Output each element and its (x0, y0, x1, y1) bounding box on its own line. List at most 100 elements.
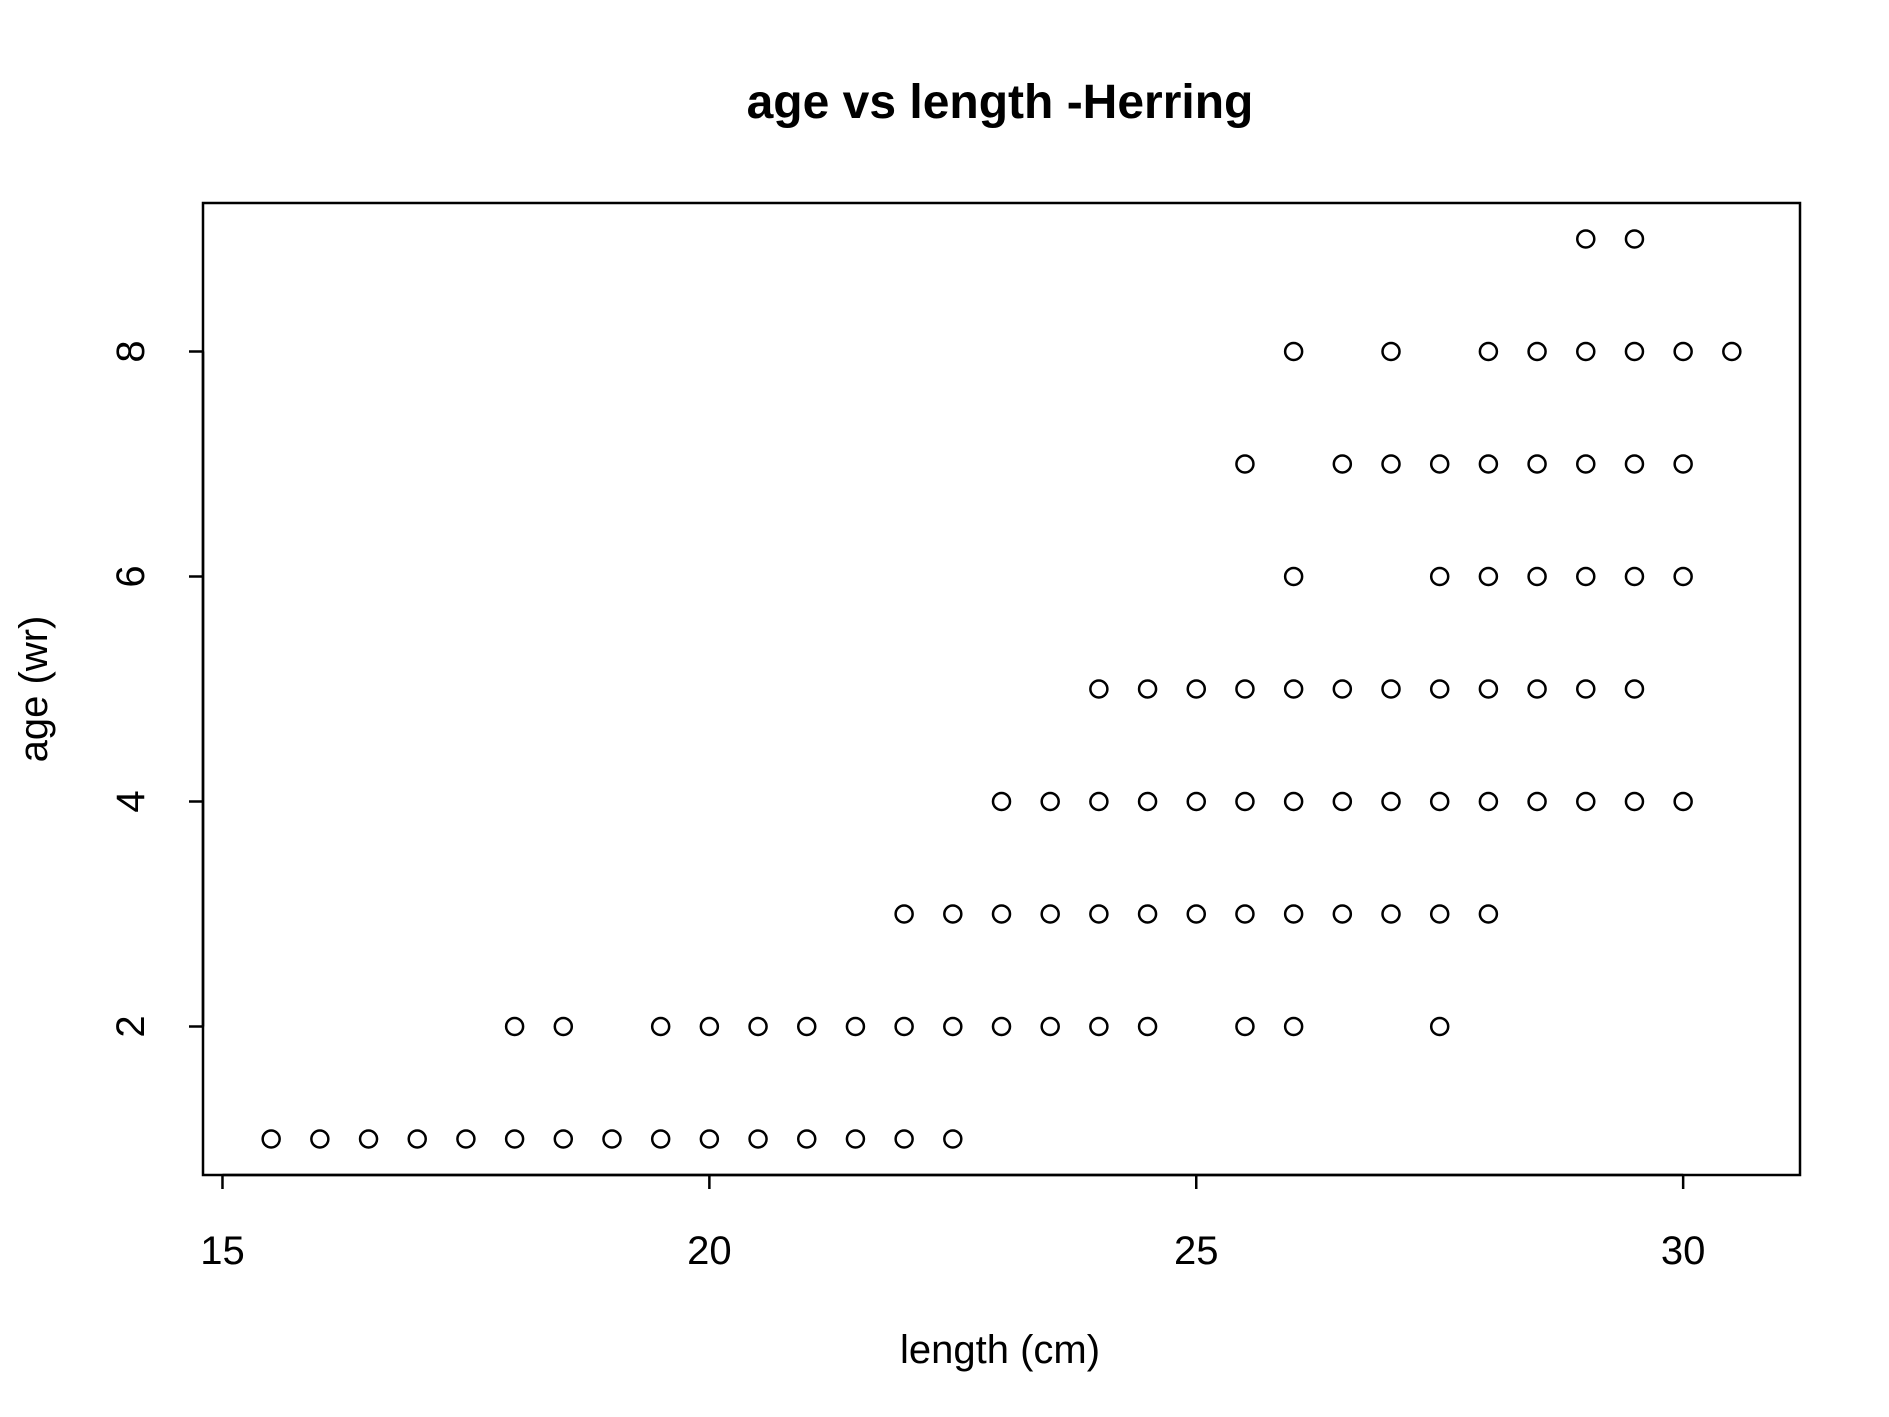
data-point (991, 1016, 1012, 1037)
data-point (1040, 791, 1060, 812)
data-point (1235, 454, 1255, 474)
chart-title: age vs length -Herring (747, 76, 1254, 129)
data-point (943, 1129, 963, 1149)
data-point (1283, 791, 1304, 812)
data-point (504, 1016, 525, 1037)
data-point (1478, 566, 1499, 587)
data-point (1235, 791, 1255, 812)
data-point (1673, 791, 1693, 812)
data-point (1137, 679, 1158, 699)
data-point (1283, 341, 1304, 362)
data-point (1089, 679, 1109, 699)
data-points (261, 229, 1742, 1149)
data-point (1381, 454, 1401, 474)
x-tick-label: 15 (200, 1229, 245, 1273)
data-point (1332, 454, 1353, 474)
data-point (1624, 566, 1645, 587)
data-point (407, 1129, 427, 1149)
data-point (261, 1129, 281, 1149)
data-point (943, 904, 963, 924)
data-point (1186, 679, 1207, 699)
data-point (1478, 679, 1499, 699)
data-point (1576, 566, 1596, 587)
data-point (1478, 454, 1499, 474)
data-point (1137, 904, 1158, 924)
data-point (699, 1129, 720, 1149)
data-point (1478, 341, 1499, 362)
data-point (1624, 454, 1645, 474)
data-point (1527, 566, 1547, 587)
data-point (1283, 904, 1304, 924)
data-point (1235, 904, 1255, 924)
plot-frame (201, 201, 1802, 1177)
data-point (1283, 679, 1304, 699)
data-point (1283, 1016, 1304, 1037)
x-tick-label: 20 (687, 1229, 732, 1273)
data-point (1478, 904, 1499, 924)
data-point (1332, 791, 1353, 812)
data-point (1576, 679, 1596, 699)
data-point (1673, 566, 1693, 587)
y-tick-label: 4 (109, 790, 153, 812)
data-point (358, 1129, 379, 1149)
y-tick-label: 6 (109, 565, 153, 587)
data-point (1527, 791, 1547, 812)
data-point (1040, 1016, 1060, 1037)
data-point (894, 1129, 914, 1149)
data-point (1429, 679, 1450, 699)
data-point (1089, 1016, 1109, 1037)
data-point (1429, 904, 1450, 924)
data-point (1381, 341, 1401, 362)
data-point (894, 904, 914, 924)
data-point (1089, 904, 1109, 924)
data-point (1576, 791, 1596, 812)
data-point (650, 1016, 671, 1037)
data-point (1429, 791, 1450, 812)
data-point (796, 1016, 817, 1037)
data-point (748, 1129, 768, 1149)
data-point (1673, 454, 1693, 474)
y-axis: 2 4 6 8 (109, 340, 205, 1038)
y-tick-label: 8 (109, 340, 153, 362)
data-point (1283, 566, 1304, 587)
data-point (1478, 791, 1499, 812)
data-point (1235, 1016, 1255, 1037)
data-point (894, 1016, 914, 1037)
data-point (1429, 1016, 1450, 1037)
data-point (796, 1129, 817, 1149)
data-point (845, 1129, 866, 1149)
data-point (1137, 791, 1158, 812)
data-point (1429, 566, 1450, 587)
x-tick-label: 25 (1174, 1229, 1219, 1273)
data-point (650, 1129, 671, 1149)
x-axis-label: length (cm) (900, 1328, 1100, 1372)
data-point (1235, 679, 1255, 699)
data-point (1040, 904, 1060, 924)
data-point (456, 1129, 476, 1149)
y-axis-label: age (wr) (12, 616, 56, 763)
data-point (845, 1016, 866, 1037)
data-point (1381, 791, 1401, 812)
data-point (1624, 791, 1645, 812)
data-point (1186, 904, 1207, 924)
data-point (1381, 904, 1401, 924)
data-point (991, 791, 1012, 812)
data-point (1089, 791, 1109, 812)
data-point (1722, 341, 1742, 362)
data-point (553, 1129, 574, 1149)
data-point (1624, 679, 1645, 699)
data-point (1527, 454, 1547, 474)
data-point (748, 1016, 768, 1037)
data-point (943, 1016, 963, 1037)
data-point (1137, 1016, 1158, 1037)
data-point (1332, 904, 1353, 924)
data-point (1381, 679, 1401, 699)
data-point (310, 1129, 330, 1149)
data-point (602, 1129, 622, 1149)
data-point (1576, 341, 1596, 362)
x-tick-label: 30 (1661, 1229, 1706, 1273)
data-point (1527, 679, 1547, 699)
data-point (1576, 229, 1596, 249)
data-point (1527, 341, 1547, 362)
